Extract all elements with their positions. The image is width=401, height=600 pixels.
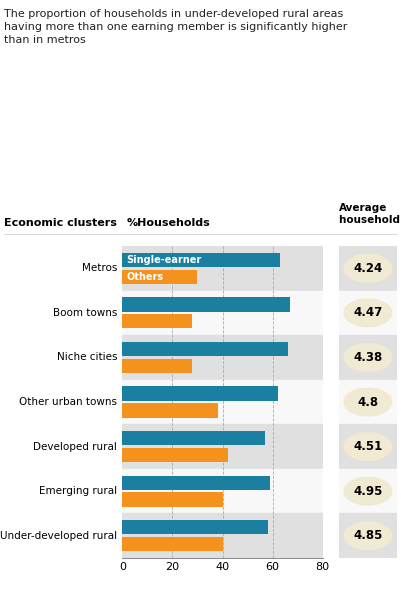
Bar: [122, 431, 265, 445]
Text: 4.8: 4.8: [357, 395, 379, 409]
Bar: [122, 493, 223, 507]
Bar: [0, 380, 401, 424]
Text: 4.38: 4.38: [353, 351, 383, 364]
Bar: [0, 335, 401, 380]
Bar: [0, 424, 401, 469]
Text: Boom towns: Boom towns: [53, 308, 117, 318]
Bar: [122, 342, 288, 356]
Bar: [339, 469, 397, 514]
Text: 4.24: 4.24: [353, 262, 383, 275]
Ellipse shape: [344, 478, 392, 505]
Text: Niche cities: Niche cities: [57, 352, 117, 362]
Bar: [122, 476, 270, 490]
Bar: [339, 424, 397, 469]
Bar: [122, 253, 280, 267]
Bar: [0, 469, 401, 514]
Ellipse shape: [344, 388, 392, 416]
Bar: [122, 269, 197, 284]
Bar: [122, 403, 217, 418]
Ellipse shape: [344, 299, 392, 326]
Ellipse shape: [344, 522, 392, 550]
Bar: [0, 514, 401, 558]
Bar: [122, 520, 267, 535]
Text: Others: Others: [126, 272, 163, 282]
Ellipse shape: [344, 344, 392, 371]
Bar: [339, 246, 397, 290]
Text: Metros: Metros: [82, 263, 117, 273]
Bar: [339, 380, 397, 424]
Text: 4.85: 4.85: [353, 529, 383, 542]
Bar: [339, 514, 397, 558]
Bar: [122, 297, 290, 311]
Bar: [0, 290, 401, 335]
Text: Emerging rural: Emerging rural: [39, 486, 117, 496]
Bar: [122, 359, 192, 373]
Ellipse shape: [344, 254, 392, 282]
Bar: [0, 246, 401, 290]
Text: 4.47: 4.47: [353, 307, 383, 319]
Text: Developed rural: Developed rural: [33, 442, 117, 452]
Bar: [122, 386, 277, 401]
Text: Under-developed rural: Under-developed rural: [0, 531, 117, 541]
Text: Average
household size: Average household size: [339, 203, 401, 225]
Text: The proportion of households in under-developed rural areas
having more than one: The proportion of households in under-de…: [4, 9, 347, 46]
Text: %Households: %Households: [126, 218, 210, 228]
Text: Other urban towns: Other urban towns: [19, 397, 117, 407]
Text: 4.95: 4.95: [353, 485, 383, 497]
Text: Single-earner: Single-earner: [126, 255, 201, 265]
Bar: [122, 448, 228, 462]
Ellipse shape: [344, 433, 392, 460]
Text: 4.51: 4.51: [353, 440, 383, 453]
Bar: [339, 290, 397, 335]
Bar: [122, 314, 192, 328]
Text: Economic clusters: Economic clusters: [4, 218, 117, 228]
Bar: [122, 537, 223, 551]
Bar: [339, 335, 397, 380]
